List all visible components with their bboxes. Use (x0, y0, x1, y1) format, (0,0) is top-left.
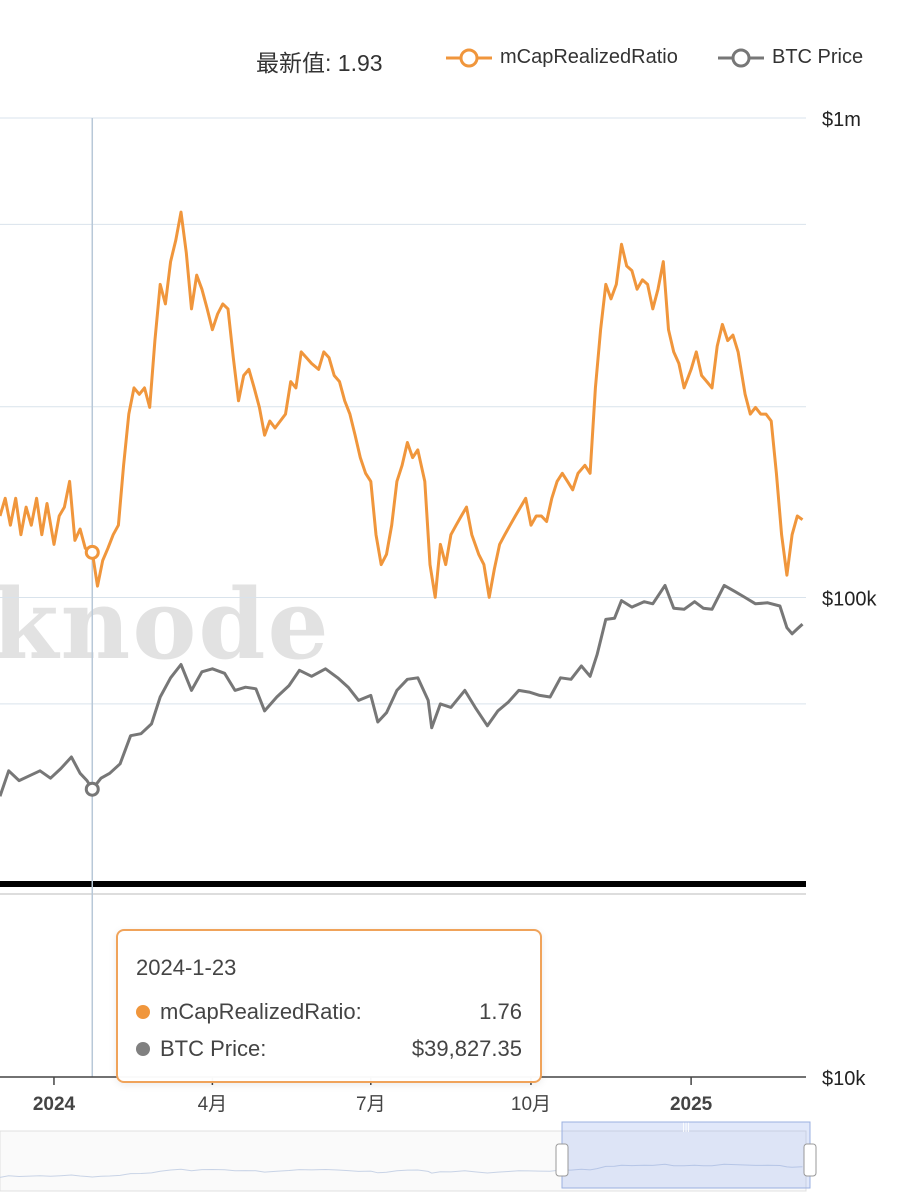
x-tick-label: 2025 (670, 1094, 713, 1115)
tooltip-label-btc: BTC Price: (160, 1035, 267, 1061)
series-line-btc-price (0, 583, 804, 797)
orange-dot-icon (136, 1004, 150, 1019)
x-tick-label: 10月 (511, 1094, 551, 1115)
series-line-mcaprealizedratio (0, 210, 804, 599)
y-tick-label: $100k (822, 589, 877, 611)
navigator-series (0, 1163, 803, 1178)
navigator-handle-left[interactable] (555, 1143, 569, 1177)
tooltip-row-mcap: mCapRealizedRatio: 1.76 (136, 993, 522, 1030)
x-tick-label: 7月 (356, 1094, 386, 1115)
gray-line-circle-icon (718, 48, 764, 67)
navigator-track (0, 1130, 807, 1192)
series-lines (0, 210, 804, 797)
cursor-marker-mcaprealizedratio (84, 544, 100, 560)
y-tick-label: $10k (822, 1068, 866, 1090)
latest-value-label: 最新值: 1.93 (256, 50, 383, 76)
watermark: knode (0, 568, 331, 681)
divider-bar (0, 881, 806, 887)
orange-line-circle-icon (446, 48, 492, 67)
cursor-marker-btc-price (84, 781, 100, 797)
legend-label-mcaprealizedratio: mCapRealizedRatio (500, 46, 678, 68)
range-navigator: ||| (0, 1121, 817, 1192)
tooltip-date: 2024-1-23 (136, 955, 237, 980)
y-axis-right: $1m $100k $10k (822, 109, 877, 1090)
y-tick-label: $1m (822, 109, 861, 131)
x-tick-label: 2024 (33, 1094, 76, 1115)
x-tick-label: 4月 (198, 1094, 228, 1115)
navigator-selection[interactable] (561, 1121, 811, 1189)
panel-divider (0, 881, 806, 895)
tooltip: 2024-1-23 mCapRealizedRatio: 1.76 BTC Pr… (116, 929, 542, 1083)
legend-item-mcaprealizedratio[interactable]: mCapRealizedRatio (446, 46, 678, 69)
legend-label-btc-price: BTC Price (772, 46, 864, 68)
tooltip-row-btc: BTC Price: $39,827.35 (136, 1030, 522, 1067)
navigator-grip: ||| (682, 1122, 690, 1133)
tooltip-value-btc: $39,827.35 (411, 1035, 522, 1061)
cursor-markers (84, 544, 100, 797)
x-axis: 2024 4月 7月 10月 2025 (33, 1077, 713, 1115)
gray-dot-icon (136, 1041, 150, 1056)
legend-item-btc-price[interactable]: BTC Price (718, 46, 863, 69)
tooltip-label-mcap: mCapRealizedRatio: (160, 998, 362, 1024)
tooltip-value-mcap: 1.76 (479, 998, 522, 1024)
chart-legend: 最新值: 1.93 mCapRealizedRatio BTC Price (0, 40, 899, 76)
navigator-handle-right[interactable] (803, 1143, 817, 1177)
